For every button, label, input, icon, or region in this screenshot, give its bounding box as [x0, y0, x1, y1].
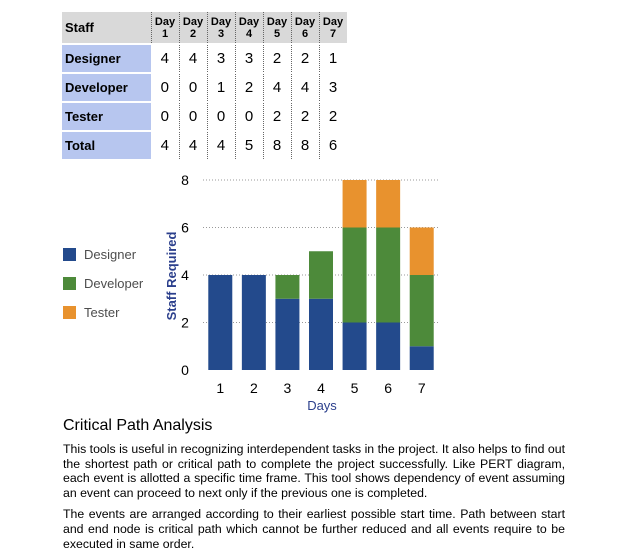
table-cell: 8 [262, 130, 291, 159]
table-cell: 4 [151, 43, 179, 73]
y-tick-label: 4 [181, 267, 189, 283]
x-tick-label: 1 [216, 380, 224, 396]
table-row: Designer 4 4 3 3 2 2 1 [62, 43, 347, 73]
day-header: Day 7 [318, 12, 347, 44]
table-cell: 0 [206, 101, 235, 131]
table-cell: 4 [290, 72, 319, 102]
y-tick-label: 6 [181, 220, 189, 236]
table-cell: 5 [234, 130, 263, 159]
staffing-table: Staff Day 1 Day 2 Day 3 Day 4 Day 5 Day 6 Day 7… [62, 12, 347, 159]
table-cell: 1 [206, 72, 235, 102]
row-label: Total [62, 130, 151, 159]
table-cell: 3 [206, 43, 235, 73]
bar-segment-developer [342, 227, 367, 323]
legend-item: Developer [63, 269, 143, 298]
day-header: Day 2 [178, 12, 207, 44]
table-row: Tester 0 0 0 0 2 2 2 [62, 101, 347, 131]
bar-segment-developer [275, 275, 300, 299]
y-tick-label: 8 [181, 172, 189, 188]
table-cell: 4 [151, 130, 179, 159]
legend-swatch [63, 248, 76, 261]
bar-segment-developer [409, 275, 434, 347]
bar-segment-designer [241, 275, 266, 370]
table-header-label: Staff [62, 12, 151, 44]
table-cell: 0 [151, 72, 179, 102]
table-cell: 8 [290, 130, 319, 159]
table-cell: 0 [234, 101, 263, 131]
table-cell: 0 [178, 72, 207, 102]
bar-segment-designer [208, 275, 233, 370]
table-cell: 4 [178, 43, 207, 73]
legend-swatch [63, 306, 76, 319]
x-tick-label: 4 [317, 380, 325, 396]
legend-label: Developer [84, 276, 144, 291]
table-cell: 0 [178, 101, 207, 131]
x-tick-label: 2 [250, 380, 258, 396]
bar-segment-designer [342, 322, 367, 370]
table-cell: 4 [178, 130, 207, 159]
chart-legend: Designer Developer Tester [63, 240, 143, 327]
x-tick-label: 6 [384, 380, 392, 396]
y-tick-label: 0 [181, 362, 189, 378]
legend-swatch [63, 277, 76, 290]
table-cell: 1 [318, 43, 347, 73]
table-cell: 4 [262, 72, 291, 102]
table-cell: 2 [262, 101, 291, 131]
table-cell: 3 [234, 43, 263, 73]
x-tick-label: 7 [418, 380, 426, 396]
y-tick-label: 2 [181, 315, 189, 331]
bar-segment-developer [376, 227, 401, 323]
section-title: Critical Path Analysis [63, 417, 213, 434]
bar-segment-designer [376, 322, 401, 370]
legend-item: Tester [63, 298, 143, 327]
bar-segment-designer [275, 298, 300, 370]
table-cell: 4 [206, 130, 235, 159]
legend-label: Tester [84, 305, 120, 320]
row-label: Developer [62, 72, 151, 102]
paragraph: The events are arranged according to the… [63, 507, 565, 551]
paragraph: This tools is useful in recognizing inte… [63, 442, 565, 500]
table-row: Total 4 4 4 5 8 8 6 [62, 130, 347, 159]
x-axis-label: Days [307, 398, 337, 413]
day-header: Day 4 [234, 12, 263, 44]
table-header-row: Staff Day 1 Day 2 Day 3 Day 4 Day 5 Day 6 Day 7 [62, 12, 347, 44]
y-axis-label: Staff Required [164, 232, 179, 321]
day-header: Day 3 [206, 12, 235, 44]
article-section: Critical Path Analysis This tools is use… [63, 417, 565, 558]
table-row: Developer 0 0 1 2 4 4 3 [62, 72, 347, 102]
bar-segment-tester [342, 180, 367, 228]
day-header: Day 5 [262, 12, 291, 44]
legend-label: Designer [84, 247, 137, 262]
table-cell: 2 [262, 43, 291, 73]
bar-segment-tester [409, 227, 434, 275]
table-cell: 2 [318, 101, 347, 131]
legend-item: Designer [63, 240, 143, 269]
table-cell: 2 [234, 72, 263, 102]
bar-segment-designer [409, 346, 434, 370]
day-header: Day 1 [150, 12, 179, 44]
x-tick-label: 5 [351, 380, 359, 396]
table-cell: 6 [318, 130, 347, 159]
bar-segment-developer [309, 251, 333, 299]
x-tick-label: 3 [284, 380, 292, 396]
table-cell: 3 [318, 72, 347, 102]
day-header: Day 6 [290, 12, 319, 44]
row-label: Tester [62, 101, 151, 131]
table-cell: 2 [290, 43, 319, 73]
row-label: Designer [62, 43, 151, 73]
staff-stacked-bar-chart: 0 2 4 6 8 1 2 3 4 5 6 7 Days Staff Required [164, 172, 438, 413]
table-cell: 2 [290, 101, 319, 131]
table-cell: 0 [151, 101, 179, 131]
bar-segment-designer [309, 298, 333, 370]
bar-segment-tester [376, 180, 401, 228]
